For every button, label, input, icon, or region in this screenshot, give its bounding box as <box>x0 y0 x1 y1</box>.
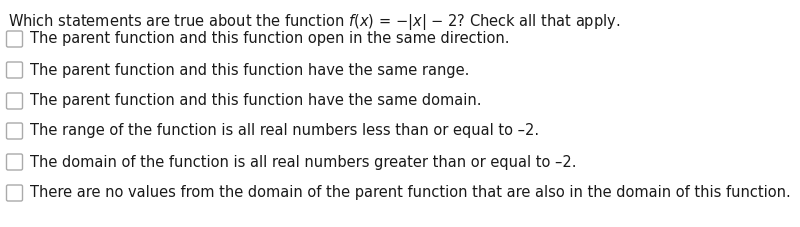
FancyBboxPatch shape <box>6 62 22 78</box>
Text: There are no values from the domain of the parent function that are also in the : There are no values from the domain of t… <box>30 185 790 200</box>
FancyBboxPatch shape <box>6 185 22 201</box>
Text: The parent function and this function open in the same direction.: The parent function and this function op… <box>30 32 510 47</box>
Text: The range of the function is all real numbers less than or equal to –2.: The range of the function is all real nu… <box>30 123 539 138</box>
Text: The domain of the function is all real numbers greater than or equal to –2.: The domain of the function is all real n… <box>30 155 577 170</box>
FancyBboxPatch shape <box>6 93 22 109</box>
FancyBboxPatch shape <box>6 123 22 139</box>
Text: Which statements are true about the function $\it{f}$($\it{x}$) = −|$\it{x}$| − : Which statements are true about the func… <box>8 12 620 32</box>
FancyBboxPatch shape <box>6 154 22 170</box>
Text: The parent function and this function have the same range.: The parent function and this function ha… <box>30 62 470 77</box>
Text: The parent function and this function have the same domain.: The parent function and this function ha… <box>30 94 482 109</box>
FancyBboxPatch shape <box>6 31 22 47</box>
